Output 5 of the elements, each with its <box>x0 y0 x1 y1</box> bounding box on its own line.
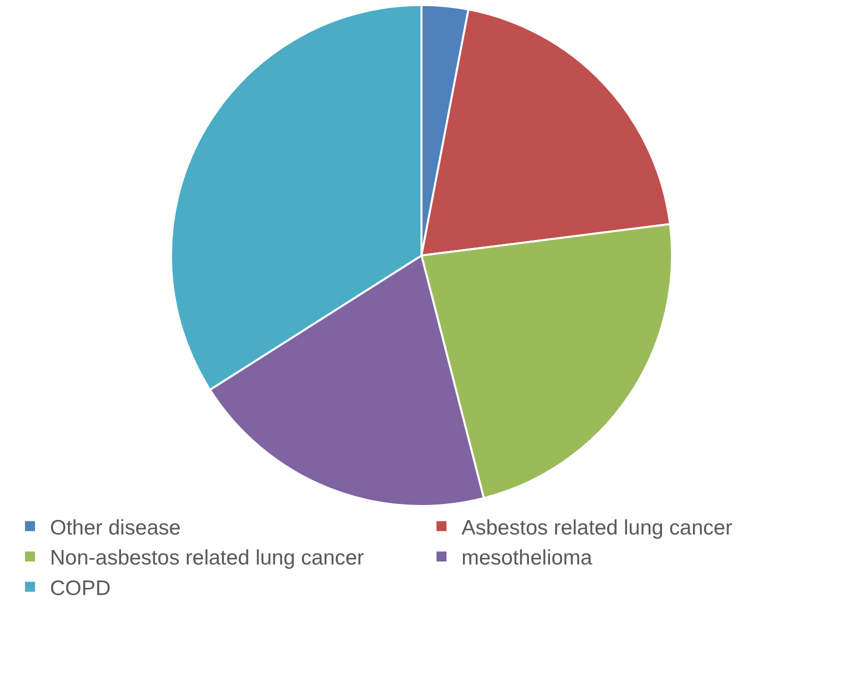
legend-label: mesothelioma <box>462 546 593 570</box>
legend-label: COPD <box>50 576 111 600</box>
legend-label: Asbestos related lung cancer <box>462 516 732 540</box>
legend-label: Other disease <box>50 516 181 540</box>
legend-label: Non-asbestos related lung cancer <box>50 546 364 570</box>
